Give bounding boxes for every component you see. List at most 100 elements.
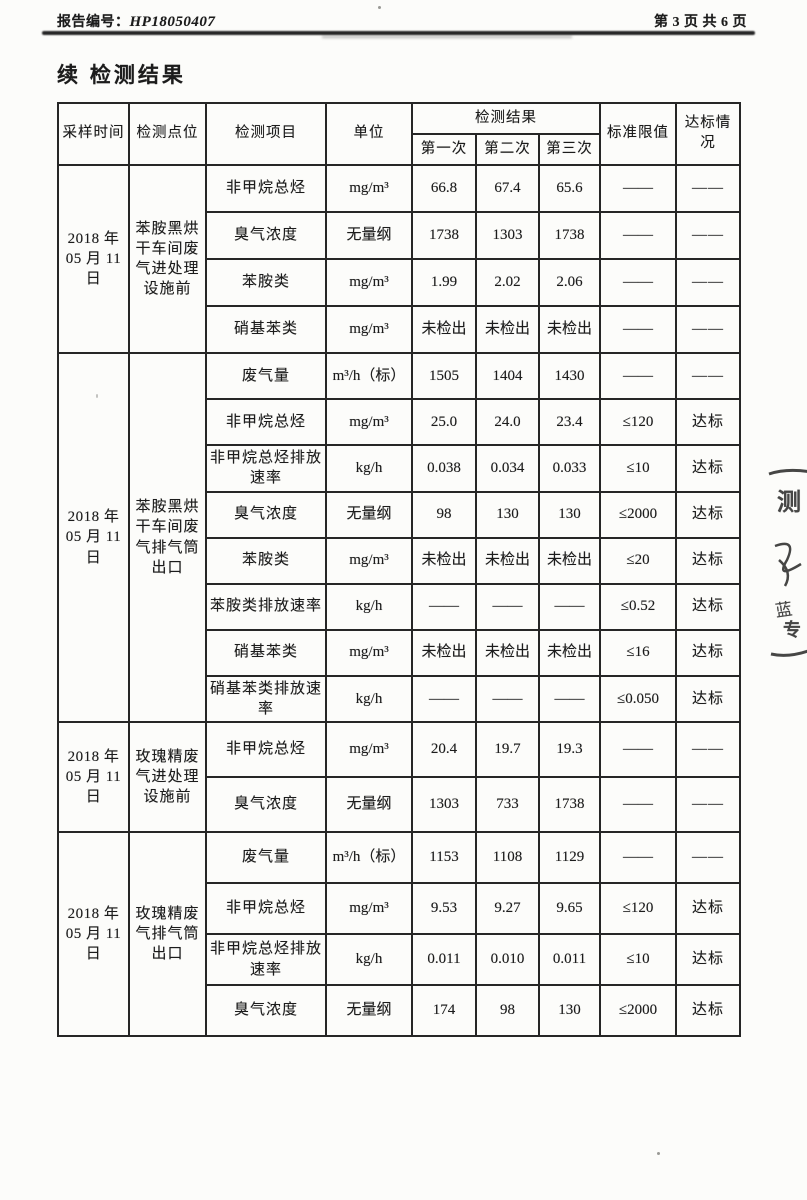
result-second-cell: 24.0 <box>475 398 540 446</box>
compliance-cell: 达标 <box>675 536 742 585</box>
header-test-item: 检测项目 <box>205 102 327 166</box>
result-first-cell: 1153 <box>411 831 477 884</box>
sampling-time-line1: 2018 年 <box>67 905 120 922</box>
result-second-cell: 0.034 <box>475 444 540 493</box>
compliance-cell: 达标 <box>675 490 742 539</box>
test-item-cell: 苯胺类 <box>205 258 327 307</box>
scan-speck <box>657 1152 660 1155</box>
test-item-cell: 硝基苯类 <box>205 628 327 677</box>
result-third-cell: 1738 <box>537 776 602 833</box>
result-third-cell: 0.033 <box>537 444 602 493</box>
result-second-cell: 0.010 <box>475 933 540 986</box>
result-first-cell: —— <box>411 674 477 723</box>
compliance-cell: 达标 <box>675 984 742 1037</box>
result-second-cell: 未检出 <box>475 536 540 585</box>
stamp-char-mid: 蓝 <box>774 600 793 621</box>
compliance-cell: —— <box>675 352 742 400</box>
table-row: 硝基苯类排放速率 kg/h —— —— —— ≤0.050 达标 <box>58 674 742 723</box>
table-row: 苯胺类 mg/m³ 未检出 未检出 未检出 ≤20 达标 <box>58 536 742 585</box>
standard-limit-cell: ≤2000 <box>599 984 678 1037</box>
unit-cell: mg/m³ <box>325 398 413 446</box>
header-second-test: 第二次 <box>475 133 540 166</box>
result-second-cell: —— <box>475 674 540 723</box>
result-third-cell: 9.65 <box>537 882 602 935</box>
result-first-cell: 174 <box>411 984 477 1037</box>
sampling-time-line1: 2018 年 <box>67 748 120 765</box>
table-row: 非甲烷总烃排放速率 kg/h 0.038 0.034 0.033 ≤10 达标 <box>58 444 742 493</box>
table-row: 臭气浓度 无量纲 1738 1303 1738 —— —— <box>58 211 742 260</box>
standard-limit-cell: —— <box>599 258 678 307</box>
standard-limit-cell: —— <box>599 776 678 833</box>
standard-limit-cell: ≤120 <box>599 398 678 446</box>
unit-cell: mg/m³ <box>325 164 413 213</box>
header-unit: 单位 <box>325 102 413 166</box>
table-row: 臭气浓度 无量纲 174 98 130 ≤2000 达标 <box>58 984 742 1037</box>
unit-cell: mg/m³ <box>325 536 413 585</box>
unit-cell: mg/m³ <box>325 628 413 677</box>
table-row: 非甲烷总烃 mg/m³ 25.0 24.0 23.4 ≤120 达标 <box>58 398 742 446</box>
test-item-cell: 非甲烷总烃 <box>205 721 327 778</box>
result-third-cell: 130 <box>537 490 602 539</box>
partial-seal-stamp: 测 蓝 专 <box>767 468 807 658</box>
page-number-info: 第 3 页 共 6 页 <box>654 15 747 30</box>
result-first-cell: 1.99 <box>411 258 477 307</box>
result-third-cell: —— <box>537 582 602 631</box>
standard-limit-cell: ≤0.52 <box>599 582 678 631</box>
unit-cell: 无量纲 <box>325 211 413 260</box>
compliance-cell: —— <box>675 211 742 260</box>
result-third-cell: 23.4 <box>537 398 602 446</box>
header-first-test: 第一次 <box>411 133 477 166</box>
compliance-cell: —— <box>675 831 742 884</box>
compliance-cell: —— <box>675 305 742 354</box>
compliance-cell: —— <box>675 776 742 833</box>
stamp-top-arc-icon <box>768 468 807 476</box>
sampling-time-cell: 2018 年 05 月 11 日 <box>57 721 130 833</box>
table-body: 2018 年 05 月 11 日苯胺黑烘干车间废气进处理设施前 非甲烷总烃 mg/m³… <box>57 164 742 1037</box>
result-second-cell: 733 <box>475 776 540 833</box>
test-item-cell: 苯胺类 <box>205 536 327 585</box>
section-title: 续 检测结果 <box>57 64 186 87</box>
unit-cell: m³/h（标） <box>325 352 413 400</box>
table-row: 非甲烷总烃 mg/m³ 9.53 9.27 9.65 ≤120 达标 <box>58 882 742 935</box>
sampling-time-line1: 2018 年 <box>67 509 120 526</box>
result-second-cell: 67.4 <box>475 164 540 213</box>
test-location-cell: 玫瑰精废气进处理设施前 <box>128 721 207 833</box>
standard-limit-cell: —— <box>599 211 678 260</box>
unit-cell: kg/h <box>325 674 413 723</box>
result-third-cell: 未检出 <box>537 536 602 585</box>
result-first-cell: 未检出 <box>411 305 477 354</box>
standard-limit-cell: ≤20 <box>599 536 678 585</box>
header-divider-line <box>42 31 755 35</box>
compliance-cell: 达标 <box>675 933 742 986</box>
sampling-time-cell: 2018 年 05 月 11 日 <box>57 352 130 723</box>
standard-limit-cell: ≤120 <box>599 882 678 935</box>
test-item-cell: 臭气浓度 <box>205 984 327 1037</box>
result-second-cell: 130 <box>475 490 540 539</box>
result-third-cell: 未检出 <box>537 305 602 354</box>
unit-cell: 无量纲 <box>325 490 413 539</box>
table-row: 臭气浓度 无量纲 1303 733 1738 —— —— <box>58 776 742 833</box>
result-third-cell: 130 <box>537 984 602 1037</box>
result-second-cell: 2.02 <box>475 258 540 307</box>
result-second-cell: 1303 <box>475 211 540 260</box>
result-third-cell: 2.06 <box>537 258 602 307</box>
standard-limit-cell: ≤0.050 <box>599 674 678 723</box>
test-item-cell: 苯胺类排放速率 <box>205 582 327 631</box>
unit-cell: 无量纲 <box>325 776 413 833</box>
sampling-time-line2: 05 月 11 日 <box>65 768 122 806</box>
test-location-cell: 玫瑰精废气排气筒出口 <box>128 831 207 1037</box>
standard-limit-cell: —— <box>599 831 678 884</box>
result-second-cell: 1404 <box>475 352 540 400</box>
test-location-cell: 苯胺黑烘干车间废气排气筒出口 <box>128 352 207 723</box>
unit-cell: mg/m³ <box>325 882 413 935</box>
result-second-cell: 19.7 <box>475 721 540 778</box>
compliance-cell: —— <box>675 258 742 307</box>
test-item-cell: 非甲烷总烃 <box>205 398 327 446</box>
compliance-cell: 达标 <box>675 628 742 677</box>
header-test-results: 检测结果 <box>410 102 602 135</box>
scan-speck <box>96 394 98 398</box>
sampling-time-line2: 05 月 11 日 <box>65 529 122 566</box>
results-table: 采样时间 检测点位 检测项目 单位 检测结果 标准限值 达标情况 第一次 第二次… <box>57 102 742 1037</box>
result-first-cell: 0.038 <box>411 444 477 493</box>
